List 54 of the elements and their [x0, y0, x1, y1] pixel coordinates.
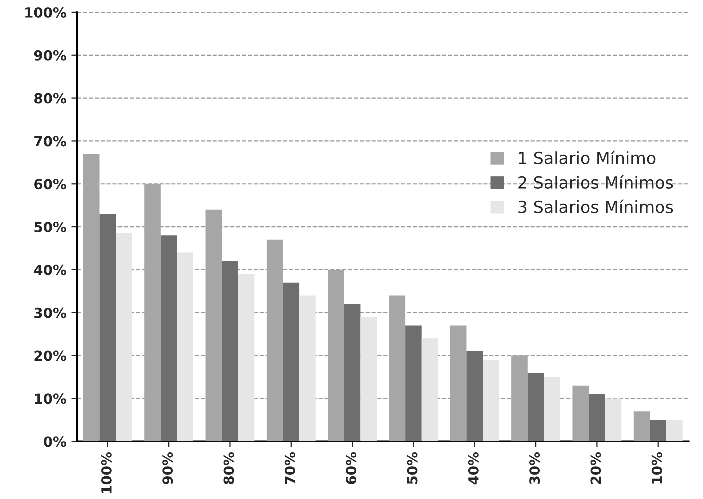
y-tick-label: 50% — [34, 222, 66, 233]
bar — [406, 326, 422, 442]
bar — [634, 412, 650, 442]
bar — [116, 233, 132, 442]
y-tick-label: 40% — [34, 264, 66, 276]
bar — [650, 420, 667, 442]
bar — [483, 360, 500, 442]
bar — [328, 270, 344, 442]
x-tick-label: 80% — [224, 452, 234, 484]
bar — [83, 154, 100, 442]
bar — [605, 398, 622, 442]
bar — [266, 240, 284, 442]
y-tick-label: 0% — [44, 436, 66, 448]
bar — [300, 296, 316, 442]
y-tick-label: 80% — [34, 93, 66, 104]
x-tick-label: 40% — [468, 452, 479, 485]
bar — [160, 236, 178, 442]
x-tick-label: 20% — [590, 452, 602, 484]
bar — [144, 184, 161, 442]
x-tick-label: 100% — [101, 452, 112, 494]
bar — [450, 326, 467, 442]
bar — [544, 377, 560, 442]
bar — [422, 338, 438, 442]
bar — [589, 394, 606, 442]
bar — [100, 214, 116, 442]
y-tick-label: 60% — [34, 179, 66, 190]
bar — [222, 261, 238, 442]
bar — [572, 386, 590, 442]
x-tick-label: 30% — [530, 452, 540, 484]
legend-label: 1 Salario Mínimo — [519, 150, 656, 165]
x-tick-label: 10% — [652, 452, 662, 484]
y-tick-label: 90% — [34, 50, 66, 61]
bar — [206, 210, 222, 442]
x-tick-label: 60% — [346, 452, 357, 484]
legend-label: 2 Salarios Mínimos — [518, 175, 674, 189]
y-tick-label: 10% — [35, 394, 66, 404]
y-tick-label: 20% — [34, 350, 66, 362]
bar — [344, 304, 361, 442]
y-tick-label: 70% — [34, 136, 66, 147]
bar — [177, 252, 194, 442]
y-tick-label: 30% — [34, 308, 66, 318]
x-tick-label: 70% — [284, 452, 296, 484]
legend-label: 3 Salarios Mínimos — [518, 200, 674, 214]
bar — [666, 420, 683, 442]
bar — [512, 356, 528, 442]
x-tick-label: 90% — [162, 452, 174, 485]
bar — [360, 317, 378, 442]
bar — [238, 274, 255, 442]
bar — [389, 296, 406, 442]
y-tick-label: 100% — [26, 7, 66, 18]
bar — [466, 351, 484, 442]
x-tick-label: 50% — [407, 452, 418, 484]
bar — [283, 282, 300, 442]
bar — [528, 372, 544, 442]
